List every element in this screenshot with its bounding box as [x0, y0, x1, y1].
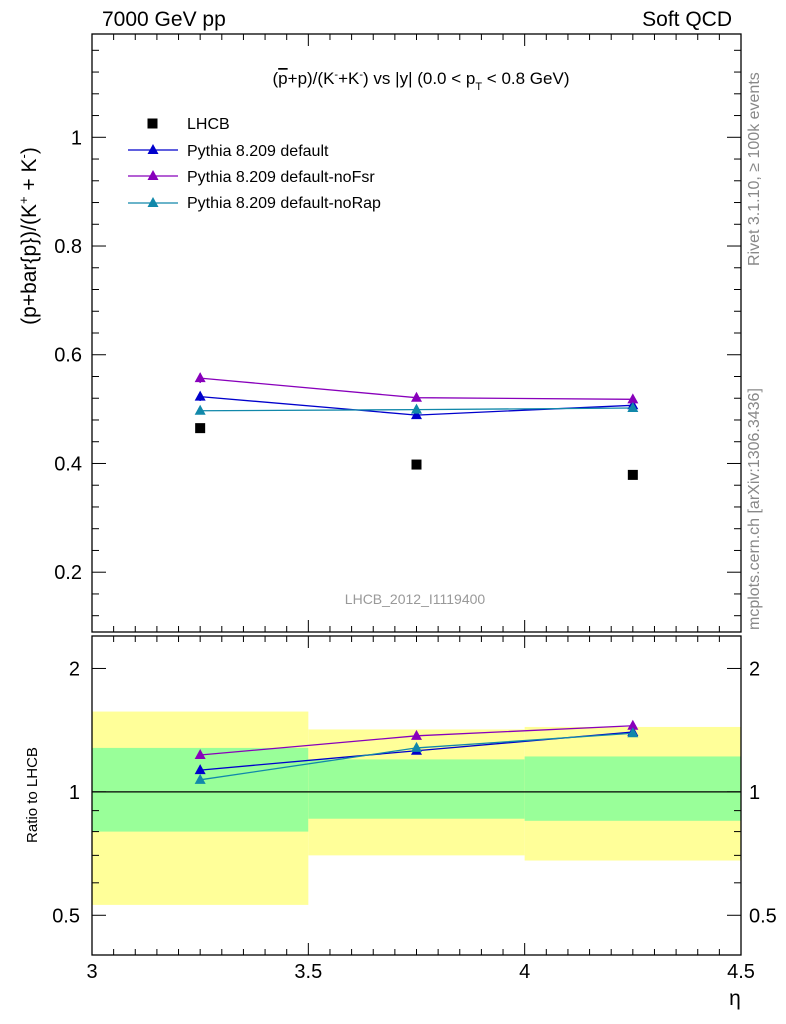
legend-label-nofsr: Pythia 8.209 default-noFsr	[187, 169, 375, 186]
main-y-tick-label: 0.6	[54, 345, 82, 367]
x-tick-label: 3.5	[294, 961, 322, 983]
main-y-tick-label: 1	[71, 127, 82, 149]
main-y-tick-label: 0.4	[54, 453, 82, 475]
point-norap	[627, 402, 639, 413]
legend-entry-default: Pythia 8.209 default	[128, 143, 329, 160]
main-y-axis-label: (p+bar{p})/(K+ + K-)	[16, 147, 41, 325]
ratio-point-nofsr	[627, 719, 639, 730]
ratio-point-norap	[194, 773, 206, 784]
main-panel: 0.2 0.4 0.6 0.8 1	[54, 33, 742, 633]
ratio-y-tick-label-right: 1	[749, 782, 760, 804]
series-norap	[194, 402, 639, 415]
ratio-series-nofsr	[194, 719, 639, 760]
series-lhcb	[195, 423, 638, 480]
point-lhcb	[411, 459, 422, 470]
ratio-point-norap	[627, 727, 639, 738]
plot-title: (p+p)/(K-+K-) vs |y| (0.0 < pT < 0.8 GeV…	[273, 69, 570, 93]
point-lhcb	[195, 423, 206, 434]
x-tick-label: 4.5	[727, 961, 755, 983]
legend-entry-lhcb: LHCB	[147, 116, 230, 133]
legend-label-lhcb: LHCB	[187, 116, 230, 133]
band-green-2	[524, 756, 741, 821]
ratio-y-tick-label: 2	[69, 658, 80, 680]
legend: LHCB Pythia 8.209 default Pythia 8.209 d…	[128, 116, 381, 212]
point-norap	[411, 403, 422, 414]
series-nofsr	[194, 372, 639, 404]
ratio-y-tick-label-right: 0.5	[749, 905, 777, 927]
legend-marker-default	[147, 144, 159, 154]
header-right: Soft QCD	[642, 8, 732, 31]
analysis-watermark: LHCB_2012_I1119400	[345, 591, 486, 607]
ratio-uncertainty-bands	[92, 711, 741, 905]
point-lhcb	[627, 469, 638, 480]
point-norap	[194, 404, 206, 415]
ratio-y-tick-label-right: 2	[749, 658, 760, 680]
header-left: 7000 GeV pp	[102, 8, 226, 31]
legend-marker-norap	[147, 197, 159, 207]
ratio-y-axis-label: Ratio to LHCB	[24, 747, 41, 843]
legend-entry-norap: Pythia 8.209 default-noRap	[128, 195, 381, 212]
legend-marker-lhcb	[147, 118, 158, 129]
legend-marker-nofsr	[147, 170, 159, 180]
band-green-1	[308, 759, 525, 819]
point-default	[411, 409, 422, 420]
point-nofsr	[194, 372, 206, 383]
ratio-y-tick-label: 0.5	[52, 905, 80, 927]
ratio-series-norap	[194, 727, 639, 784]
band-green-0	[92, 747, 309, 832]
point-nofsr	[627, 393, 639, 404]
ratio-point-nofsr	[411, 729, 422, 740]
legend-entry-nofsr: Pythia 8.209 default-noFsr	[128, 169, 375, 186]
ratio-panel: 3 3.5 4 4.5 0.5 0.5 1 1 2 2	[52, 635, 777, 983]
ratio-y-tick-label: 1	[69, 782, 80, 804]
ratio-point-default	[194, 764, 206, 775]
main-y-tick-label: 0.2	[54, 562, 82, 584]
point-default	[194, 390, 206, 401]
legend-label-default: Pythia 8.209 default	[187, 143, 329, 160]
x-axis-label: η	[729, 987, 741, 1010]
x-tick-label: 4	[519, 961, 530, 983]
ratio-point-nofsr	[194, 749, 206, 760]
ratio-point-norap	[411, 741, 422, 752]
main-y-tick-label: 0.8	[54, 236, 82, 258]
legend-label-norap: Pythia 8.209 default-noRap	[187, 195, 381, 212]
x-tick-label: 3	[86, 961, 97, 983]
point-nofsr	[411, 391, 422, 402]
